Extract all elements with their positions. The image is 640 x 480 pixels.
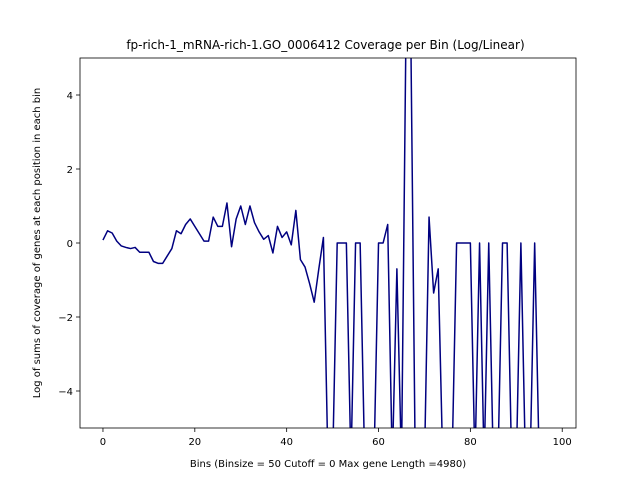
series-group: [102, 58, 540, 428]
y-tick-label: 0: [67, 239, 73, 250]
series-line-0: [102, 58, 540, 428]
y-axis: −4 −2 0 2 4: [58, 91, 80, 398]
plot-area: [79, 57, 577, 429]
x-tick-label: 80: [464, 437, 477, 448]
x-tick-label: 20: [188, 437, 201, 448]
x-tick-label: 40: [280, 437, 293, 448]
chart-title: fp-rich-1_mRNA-rich-1.GO_0006412 Coverag…: [126, 38, 524, 52]
x-tick-label: 100: [553, 437, 572, 448]
y-axis-label: Log of sums of coverage of genes at each…: [32, 88, 43, 399]
x-tick-label: 60: [372, 437, 385, 448]
y-tick-label: 2: [67, 165, 73, 176]
y-tick-label: 4: [67, 91, 73, 102]
plot-frame: [79, 57, 577, 429]
x-tick-label: 0: [100, 437, 106, 448]
x-axis: 0 20 40 60 80 100: [100, 428, 572, 448]
y-tick-label: −2: [58, 313, 73, 324]
x-axis-label: Bins (Binsize = 50 Cutoff = 0 Max gene L…: [190, 459, 466, 470]
y-tick-label: −4: [58, 387, 73, 398]
